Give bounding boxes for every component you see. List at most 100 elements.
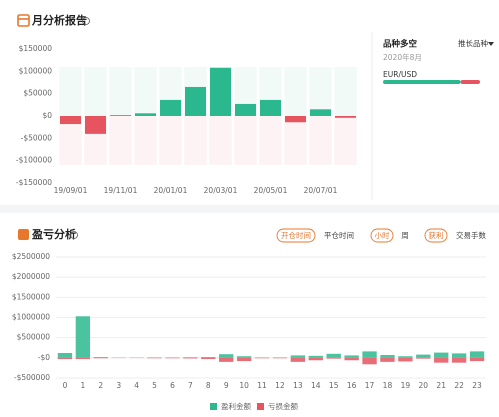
x-tick-label: 13 — [293, 381, 303, 390]
bar — [160, 99, 181, 116]
bar — [398, 356, 413, 358]
x-tick-label: 15 — [329, 381, 339, 390]
bar — [416, 354, 431, 358]
bar — [451, 353, 467, 358]
band-bg — [284, 116, 307, 165]
y-tick-label: -$0 — [38, 353, 50, 362]
x-tick-label: 0 — [63, 381, 68, 390]
bar — [362, 357, 377, 365]
x-tick-label: 2 — [98, 381, 103, 390]
bar — [85, 116, 106, 134]
bar — [201, 357, 216, 360]
bar — [380, 355, 395, 358]
x-tick-label: 19 — [401, 381, 411, 390]
info-icon[interactable] — [70, 231, 78, 239]
bar — [110, 115, 131, 116]
band-bg — [334, 67, 357, 116]
calendar-icon — [17, 14, 30, 27]
y-tick-label: $0 — [42, 111, 52, 120]
bar — [285, 116, 306, 123]
x-tick-label: 11 — [257, 381, 267, 390]
x-tick-label: 23 — [472, 381, 482, 390]
x-tick-label: 8 — [206, 381, 211, 390]
legend-swatch[interactable] — [210, 403, 217, 410]
toggle-button[interactable] — [370, 228, 394, 243]
legend-swatch[interactable] — [257, 403, 264, 410]
bar — [469, 357, 485, 362]
legend-label[interactable]: 盈利金额 — [221, 401, 251, 411]
toggle-label[interactable]: 平仓时间 — [324, 230, 354, 240]
dropdown[interactable]: 推长品种 — [458, 38, 488, 48]
bar — [469, 351, 485, 358]
band-bg — [84, 67, 107, 116]
y-tick-label: $2500000 — [12, 252, 50, 261]
toggle-label[interactable]: 开仓时间 — [281, 230, 311, 240]
toggle-button[interactable] — [424, 228, 448, 243]
bar — [335, 116, 356, 118]
band-bg — [309, 116, 332, 165]
legend-label[interactable]: 亏损金额 — [268, 401, 298, 411]
x-tick-label: 19/11/01 — [104, 186, 138, 195]
x-tick-label: 5 — [152, 381, 157, 390]
band-bg — [59, 67, 82, 116]
x-tick-label: 7 — [188, 381, 193, 390]
x-tick-label: 9 — [224, 381, 229, 390]
bar — [308, 357, 323, 361]
x-tick-label: 20/01/01 — [154, 186, 188, 195]
bar — [236, 357, 252, 362]
x-tick-label: 17 — [365, 381, 375, 390]
bar — [57, 357, 73, 360]
bar — [219, 354, 234, 358]
toggle-button[interactable] — [276, 228, 316, 243]
x-tick-label: 6 — [170, 381, 175, 390]
bar — [183, 357, 198, 358]
y-tick-label: $1500000 — [12, 292, 50, 301]
bar — [185, 86, 206, 116]
bar — [236, 356, 252, 358]
bar — [57, 352, 73, 358]
x-tick-label: 14 — [311, 381, 321, 390]
band-bg — [59, 116, 82, 165]
x-tick-label: 16 — [347, 381, 357, 390]
bar — [75, 316, 91, 358]
bar — [260, 99, 281, 116]
x-tick-label: 20/05/01 — [254, 186, 288, 195]
band-bg — [309, 67, 332, 116]
coin-icon — [18, 229, 29, 240]
toggle-label[interactable]: 周 — [401, 231, 409, 240]
bar — [434, 352, 449, 358]
bar — [308, 355, 323, 358]
side-date: 2020年8月 — [383, 52, 422, 62]
bar — [451, 357, 467, 363]
bar — [326, 353, 341, 358]
x-tick-label: 3 — [116, 381, 121, 390]
band-bg — [284, 67, 307, 116]
band-bg — [234, 67, 257, 116]
y-tick-label: $1000000 — [12, 313, 50, 322]
x-tick-label: 22 — [454, 381, 464, 390]
x-tick-label: 20/03/01 — [204, 186, 238, 195]
x-tick-label: 20/07/01 — [304, 186, 338, 195]
x-tick-label: 12 — [275, 381, 285, 390]
toggle-label[interactable]: 小时 — [375, 230, 390, 240]
panel-title: 月分析报告 — [31, 13, 87, 27]
bar — [60, 116, 81, 125]
bar — [219, 357, 234, 362]
dropdown-arrow[interactable] — [488, 42, 494, 46]
x-tick-label: 10 — [239, 381, 249, 390]
y-tick-label: -$100000 — [16, 156, 52, 165]
x-tick-label: 4 — [134, 381, 139, 390]
long-bar — [383, 80, 461, 84]
band-bg — [134, 67, 157, 116]
y-tick-label: $100000 — [19, 66, 53, 75]
x-tick-label: 1 — [80, 381, 85, 390]
y-tick-label: -$500000 — [14, 373, 50, 382]
y-tick-label: -$150000 — [16, 178, 52, 187]
band-bg — [259, 116, 282, 165]
bar — [434, 357, 449, 363]
band-bg — [334, 116, 357, 165]
toggle-label[interactable]: 交易手数 — [456, 230, 486, 240]
toggle-label[interactable]: 获利 — [429, 230, 444, 240]
info-icon[interactable] — [82, 17, 90, 25]
